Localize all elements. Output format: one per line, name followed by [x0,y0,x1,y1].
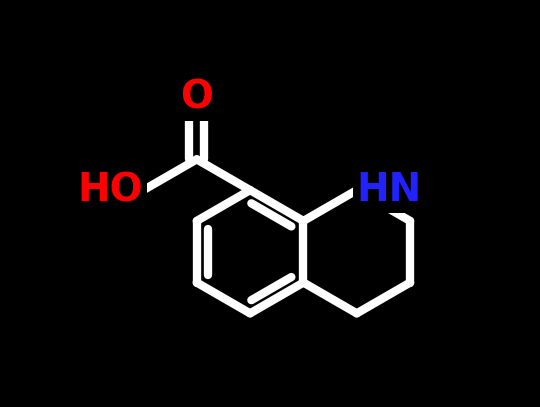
Text: HN: HN [357,171,422,209]
Text: O: O [180,79,213,117]
Text: HO: HO [78,171,144,209]
